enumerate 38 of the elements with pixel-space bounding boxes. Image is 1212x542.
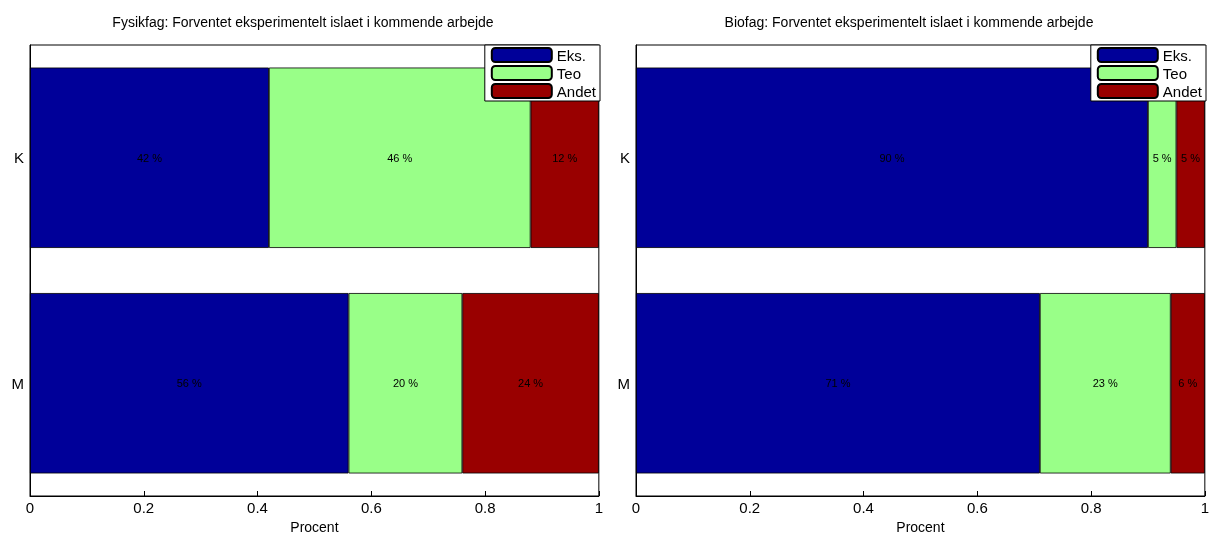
y-tick-label: K [619, 149, 630, 167]
x-tick-label: 0.8 [1080, 499, 1102, 516]
x-axis-title: Procent [290, 518, 339, 535]
x-tick-label: 0.6 [966, 499, 988, 516]
y-tick-label: M [617, 374, 630, 392]
y-tick-label: K [13, 149, 24, 167]
data-label: 20 % [392, 377, 419, 390]
y-tick-label: M [11, 374, 24, 392]
x-tick-label: 0.2 [133, 499, 155, 516]
data-label: 5 % [1152, 151, 1172, 164]
x-tick-label: 0 [631, 499, 641, 516]
x-tick-label: 0 [25, 499, 35, 516]
legend-label: Andet [1162, 82, 1203, 100]
legend-label: Andet [556, 82, 597, 100]
x-tick-label: 0.2 [739, 499, 761, 516]
x-tick-label: 0.4 [247, 499, 268, 516]
x-tick-label: 1 [1200, 499, 1209, 516]
data-label: 23 % [1092, 377, 1119, 390]
data-label: 24 % [518, 377, 544, 390]
x-tick-label: 0.4 [853, 499, 874, 516]
legend-label: Teo [556, 64, 581, 82]
chart-title: Fysikfag: Forventet eksperimentelt islaet i kommende arbejde [112, 14, 494, 30]
data-label: 71 % [825, 377, 851, 390]
x-tick-label: 0.8 [474, 499, 496, 516]
data-label: 46 % [387, 151, 413, 164]
data-label: 12 % [552, 151, 578, 164]
x-axis-title: Procent [896, 518, 945, 535]
legend-label: Eks. [1162, 46, 1192, 64]
x-tick-label: 0.6 [360, 499, 382, 516]
legend-label: Teo [1162, 64, 1187, 82]
data-label: 90 % [879, 151, 905, 164]
x-tick-label: 1 [594, 499, 603, 516]
data-label: 56 % [176, 377, 203, 390]
data-label: 42 % [136, 151, 163, 164]
chart-title: Biofag: Forventet eksperimentelt islaet i kommende arbejde [724, 14, 1094, 30]
data-label: 6 % [1178, 377, 1198, 390]
legend-label: Eks. [556, 46, 586, 64]
data-label: 5 % [1181, 151, 1201, 164]
